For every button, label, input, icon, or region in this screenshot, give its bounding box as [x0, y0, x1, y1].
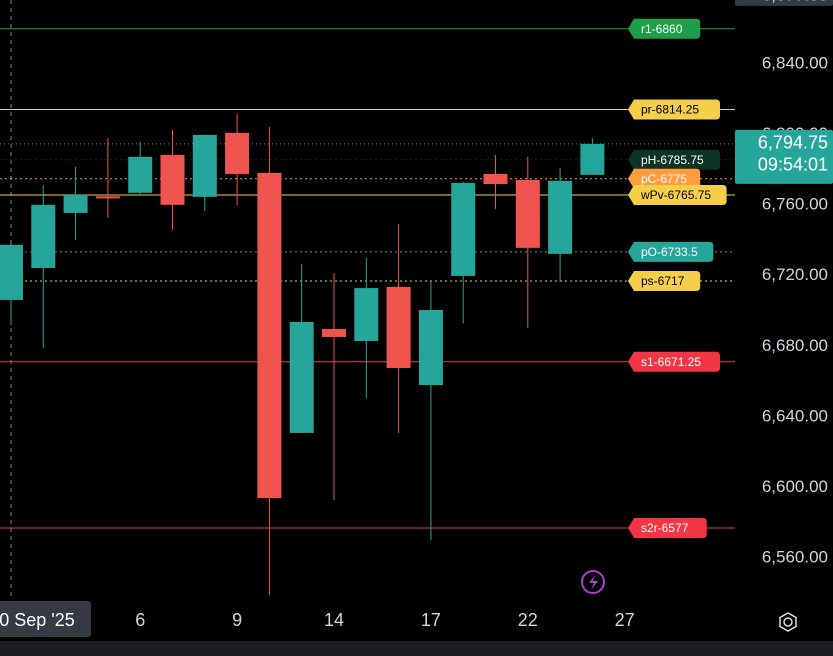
candle-body: [31, 204, 56, 268]
level-label: wPv-6765.75: [640, 188, 711, 202]
candle-body: [548, 180, 573, 254]
candle-body: [95, 196, 120, 199]
level-label: pO-6733.5: [641, 245, 698, 259]
level-tag: [628, 351, 720, 372]
x-tick-label: 6: [135, 610, 145, 630]
candle-body: [160, 154, 185, 205]
y-tick-label: 6,680.00: [762, 336, 828, 355]
candle-body: [192, 134, 217, 197]
bottom-strip: [0, 641, 833, 656]
candle-body: [580, 143, 605, 175]
x-axis-bg: [0, 600, 833, 641]
settings-icon[interactable]: [779, 612, 797, 632]
level-tag: [628, 518, 707, 539]
candle-body: [418, 309, 443, 386]
x-tick-label: 17: [421, 610, 441, 630]
level-tag: [628, 271, 701, 292]
last-price-box: [735, 129, 833, 184]
level-label: ps-6717: [641, 274, 685, 288]
countdown-label: 09:54:01: [758, 155, 828, 175]
candle-body: [322, 329, 346, 337]
level-label: r1-6860: [641, 22, 683, 36]
candle-body: [354, 288, 379, 342]
candle-body: [225, 132, 250, 174]
candle-body: [0, 244, 23, 300]
level-tag: [628, 168, 701, 189]
candle-body: [451, 182, 476, 276]
level-tag: [628, 241, 714, 262]
candle-body: [515, 179, 540, 248]
level-label: s2r-6577: [641, 521, 689, 535]
y-tick-label: 6,720.00: [762, 265, 828, 284]
y-tick-label: 6,840.00: [762, 54, 828, 73]
level-label: pC-6775: [641, 172, 687, 186]
x-tick-label: 9: [232, 610, 242, 630]
level-label: pr-6814.25: [641, 103, 699, 117]
candle-body: [128, 156, 153, 193]
x-tick-label: 22: [518, 610, 538, 630]
y-tick-label: 6,560.00: [762, 547, 828, 566]
level-tag: [628, 149, 720, 170]
x-tick-label: 0 Sep '25: [0, 610, 75, 630]
candle-body: [386, 286, 411, 369]
last-price-label: 6,794.75: [758, 133, 828, 153]
level-tag: [628, 99, 720, 120]
crosshair-date-box: [0, 601, 91, 637]
y-axis-bg: [735, 0, 833, 600]
y-tick-label: 6,760.00: [762, 195, 828, 214]
level-tag: [628, 185, 727, 206]
top-price-label: 6,877.50: [762, 0, 828, 4]
x-tick-label: 27: [615, 610, 635, 630]
level-tag: [628, 18, 701, 39]
x-tick-label: 14: [324, 610, 344, 630]
top-price-box: [735, 0, 833, 6]
candle-body: [257, 172, 282, 499]
candle-body: [63, 194, 88, 213]
candle-body: [289, 321, 314, 433]
y-tick-label: 6,640.00: [762, 406, 828, 425]
level-label: pH-6785.75: [641, 153, 704, 167]
y-tick-label: 6,600.00: [762, 477, 828, 496]
lightning-icon[interactable]: [581, 570, 605, 594]
candle-body: [483, 173, 508, 185]
level-label: s1-6671.25: [641, 355, 701, 369]
